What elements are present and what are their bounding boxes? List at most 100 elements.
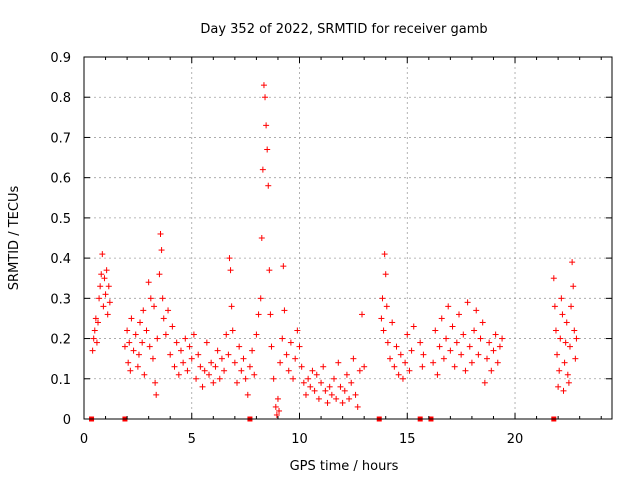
plot-frame xyxy=(83,56,613,420)
data-point xyxy=(153,391,160,398)
y-tick-label: 0.7 xyxy=(50,131,71,146)
data-point xyxy=(260,82,267,89)
data-point xyxy=(381,251,388,258)
data-point xyxy=(167,351,174,358)
data-point xyxy=(154,335,161,342)
data-point xyxy=(201,367,208,374)
data-point xyxy=(436,343,443,350)
data-point xyxy=(572,355,579,362)
data-point xyxy=(283,351,290,358)
data-point xyxy=(257,295,264,302)
data-point xyxy=(162,331,169,338)
data-point xyxy=(379,295,386,302)
data-point xyxy=(307,383,314,390)
data-point xyxy=(315,395,322,402)
data-point xyxy=(402,359,409,366)
data-point xyxy=(227,267,234,274)
data-point xyxy=(552,327,559,334)
x-axis-title: GPS time / hours xyxy=(290,459,399,474)
data-point xyxy=(277,359,284,366)
x-tick-label: 5 xyxy=(188,432,196,447)
data-point xyxy=(481,379,488,386)
data-point xyxy=(318,379,325,386)
data-point xyxy=(265,182,272,189)
grid-lines xyxy=(84,57,612,419)
data-point xyxy=(383,303,390,310)
data-point xyxy=(89,347,96,354)
data-point xyxy=(571,327,578,334)
data-point xyxy=(445,303,452,310)
data-point xyxy=(229,327,236,334)
data-point xyxy=(420,351,427,358)
data-point xyxy=(430,359,437,366)
axis-ticks xyxy=(83,56,612,420)
data-point xyxy=(193,375,200,382)
data-point xyxy=(152,379,159,386)
data-point xyxy=(557,335,564,342)
data-point xyxy=(139,339,146,346)
data-point xyxy=(561,359,568,366)
data-point xyxy=(244,391,251,398)
data-point xyxy=(276,407,283,414)
data-point xyxy=(228,303,235,310)
data-point xyxy=(492,331,499,338)
data-point xyxy=(188,355,195,362)
data-point xyxy=(395,371,402,378)
y-tick-label: 0.6 xyxy=(50,172,71,187)
data-point xyxy=(96,295,103,302)
data-point xyxy=(494,359,501,366)
data-point xyxy=(143,327,150,334)
data-point xyxy=(184,367,191,374)
data-point xyxy=(268,343,275,350)
data-point xyxy=(384,339,391,346)
data-point xyxy=(145,279,152,286)
data-point xyxy=(160,315,167,322)
data-point xyxy=(159,295,166,302)
data-point xyxy=(270,375,277,382)
data-point xyxy=(550,275,557,282)
data-point xyxy=(90,335,97,342)
data-point xyxy=(102,291,109,298)
x-tick-label: 10 xyxy=(291,432,308,447)
data-point xyxy=(103,267,110,274)
data-point xyxy=(569,259,576,266)
data-point xyxy=(432,327,439,334)
y-tick-label: 0.1 xyxy=(50,373,71,388)
data-point xyxy=(309,367,316,374)
data-point xyxy=(258,235,265,241)
data-point xyxy=(490,347,497,354)
data-point xyxy=(333,395,340,402)
data-point xyxy=(419,363,426,370)
data-point xyxy=(330,375,337,382)
data-point xyxy=(175,371,182,378)
data-point xyxy=(158,247,165,254)
data-point xyxy=(410,323,417,330)
data-point xyxy=(126,339,133,346)
data-point xyxy=(455,311,462,318)
data-point xyxy=(320,363,327,370)
data-point xyxy=(106,299,113,306)
data-point xyxy=(212,363,219,370)
data-point xyxy=(408,347,415,354)
data-point xyxy=(380,327,387,334)
data-point xyxy=(555,383,562,390)
data-point xyxy=(458,351,465,358)
data-point xyxy=(149,355,156,362)
data-point xyxy=(359,311,366,318)
data-point xyxy=(406,367,413,374)
data-point xyxy=(558,295,565,302)
data-point xyxy=(290,375,297,382)
data-point xyxy=(438,315,445,322)
y-tick-labels: 0 0.1 0.2 0.3 0.4 0.5 0.6 0.7 0.8 0.9 xyxy=(50,51,71,428)
data-point xyxy=(562,339,569,346)
data-point xyxy=(570,283,577,290)
data-point xyxy=(236,343,243,350)
data-point xyxy=(93,339,100,346)
data-point xyxy=(128,315,135,322)
data-point xyxy=(132,331,139,338)
data-point xyxy=(563,319,570,326)
data-point xyxy=(341,387,348,394)
data-point xyxy=(223,331,230,338)
y-tick-label: 0.9 xyxy=(50,51,71,66)
data-point xyxy=(397,351,404,358)
